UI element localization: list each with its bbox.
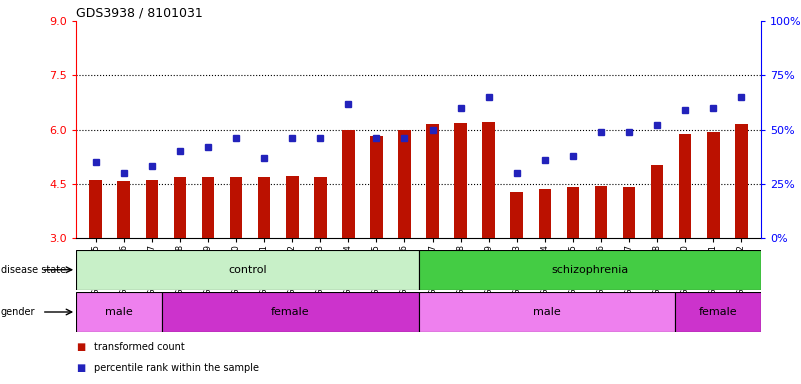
Bar bbox=[566, 187, 579, 238]
Bar bbox=[90, 179, 102, 238]
Bar bbox=[76, 250, 418, 290]
Bar bbox=[76, 292, 162, 332]
Bar bbox=[675, 292, 761, 332]
Bar bbox=[258, 177, 271, 238]
Bar bbox=[342, 130, 355, 238]
Text: ■: ■ bbox=[76, 342, 86, 352]
Bar bbox=[162, 292, 418, 332]
Text: female: female bbox=[271, 307, 309, 317]
Bar bbox=[707, 132, 719, 238]
Text: gender: gender bbox=[1, 307, 35, 317]
Bar bbox=[594, 186, 607, 238]
Bar bbox=[398, 130, 411, 238]
Bar bbox=[118, 181, 130, 238]
Text: male: male bbox=[533, 307, 561, 317]
Bar bbox=[650, 165, 663, 238]
Bar bbox=[418, 292, 675, 332]
Bar bbox=[418, 250, 761, 290]
Bar bbox=[622, 187, 635, 238]
Bar bbox=[538, 189, 551, 238]
Bar bbox=[202, 177, 215, 238]
Text: control: control bbox=[228, 265, 267, 275]
Bar bbox=[510, 192, 523, 238]
Text: transformed count: transformed count bbox=[94, 342, 184, 352]
Bar bbox=[314, 177, 327, 238]
Bar bbox=[735, 124, 747, 238]
Text: percentile rank within the sample: percentile rank within the sample bbox=[94, 363, 259, 373]
Bar bbox=[146, 180, 158, 238]
Text: ■: ■ bbox=[76, 363, 86, 373]
Bar bbox=[174, 177, 187, 238]
Text: schizophrenia: schizophrenia bbox=[551, 265, 628, 275]
Text: female: female bbox=[698, 307, 738, 317]
Bar bbox=[679, 134, 691, 238]
Bar bbox=[454, 123, 467, 238]
Bar bbox=[286, 175, 299, 238]
Text: disease state: disease state bbox=[1, 265, 66, 275]
Text: male: male bbox=[105, 307, 133, 317]
Text: GDS3938 / 8101031: GDS3938 / 8101031 bbox=[76, 7, 203, 20]
Bar bbox=[482, 122, 495, 238]
Bar bbox=[230, 177, 243, 238]
Bar bbox=[370, 136, 383, 238]
Bar bbox=[426, 124, 439, 238]
